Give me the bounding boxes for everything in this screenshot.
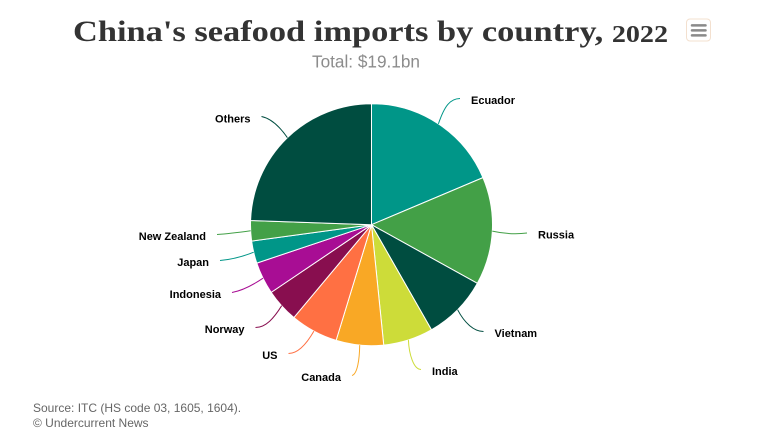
svg-text:Total: $19.1bn: Total: $19.1bn xyxy=(312,52,420,72)
svg-text:Source: ITC (HS code 03, 1605,: Source: ITC (HS code 03, 1605, 1604). xyxy=(33,401,241,415)
svg-text:Indonesia: Indonesia xyxy=(170,289,222,301)
svg-text:Japan: Japan xyxy=(177,257,209,269)
svg-text:India: India xyxy=(432,366,459,378)
svg-text:China's seafood imports by cou: China's seafood imports by country, 2022 xyxy=(73,15,668,48)
svg-text:Others: Others xyxy=(215,114,250,126)
svg-text:Ecuador: Ecuador xyxy=(471,95,516,107)
svg-text:Russia: Russia xyxy=(538,230,575,242)
svg-text:Vietnam: Vietnam xyxy=(495,328,538,340)
svg-text:© Undercurrent News: © Undercurrent News xyxy=(33,416,149,430)
svg-text:Canada: Canada xyxy=(301,372,342,384)
svg-text:US: US xyxy=(262,350,277,362)
svg-text:Norway: Norway xyxy=(205,324,246,336)
svg-text:New Zealand: New Zealand xyxy=(139,231,206,243)
